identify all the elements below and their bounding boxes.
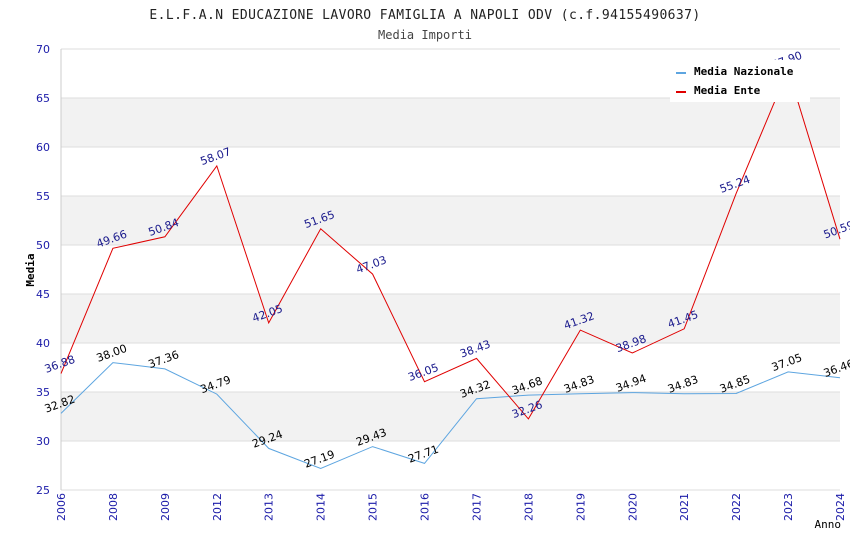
x-tick-label: 2023 bbox=[782, 493, 795, 521]
x-tick-label: 2024 bbox=[834, 493, 847, 521]
data-label: 27.71 bbox=[406, 443, 440, 466]
x-tick-label: 2016 bbox=[419, 493, 432, 521]
data-label: 38.00 bbox=[95, 342, 129, 365]
y-tick-label: 25 bbox=[36, 484, 50, 497]
grid-band bbox=[61, 294, 840, 343]
y-tick-label: 55 bbox=[36, 190, 50, 203]
y-axis-label: Media bbox=[24, 253, 37, 286]
x-tick-label: 2017 bbox=[470, 493, 483, 521]
y-tick-label: 35 bbox=[36, 386, 50, 399]
y-tick-label: 30 bbox=[36, 435, 50, 448]
data-label: 36.05 bbox=[406, 361, 440, 384]
chart-subtitle: Media Importi bbox=[378, 28, 472, 42]
data-label: 58.07 bbox=[199, 145, 233, 168]
legend-label-media-nazionale: Media Nazionale bbox=[694, 65, 794, 78]
x-tick-label: 2008 bbox=[107, 493, 120, 521]
legend: Media Nazionale Media Ente bbox=[670, 60, 810, 102]
y-tick-label: 70 bbox=[36, 43, 50, 56]
y-tick-label: 60 bbox=[36, 141, 50, 154]
y-tick-label: 40 bbox=[36, 337, 50, 350]
x-axis-label: Anno bbox=[815, 518, 842, 531]
y-tick-label: 65 bbox=[36, 92, 50, 105]
x-tick-label: 2015 bbox=[367, 493, 380, 521]
x-tick-label: 2018 bbox=[522, 493, 535, 521]
series-line-1 bbox=[60, 68, 841, 420]
data-label: 27.19 bbox=[302, 448, 336, 471]
x-tick-label: 2009 bbox=[159, 493, 172, 521]
data-label: 55.24 bbox=[718, 173, 752, 196]
grid-band bbox=[61, 392, 840, 441]
chart-title: E.L.F.A.N EDUCAZIONE LAVORO FAMIGLIA A N… bbox=[149, 8, 700, 23]
y-axis-ticks: 25 30 35 40 45 50 55 60 65 70 bbox=[36, 43, 50, 497]
x-axis-ticks: 2006 2008 2009 2012 2013 2014 2015 2016 2017 2018… bbox=[55, 493, 847, 521]
x-tick-label: 2006 bbox=[55, 493, 68, 521]
legend-box bbox=[670, 60, 810, 102]
x-tick-label: 2012 bbox=[211, 493, 224, 521]
grid-band bbox=[61, 196, 840, 245]
x-tick-label: 2013 bbox=[263, 493, 276, 521]
plot-background bbox=[60, 48, 840, 491]
data-label: 36.88 bbox=[43, 353, 77, 376]
x-tick-label: 2019 bbox=[574, 493, 587, 521]
x-tick-label: 2014 bbox=[315, 493, 328, 521]
series-lines bbox=[60, 68, 841, 470]
x-tick-label: 2021 bbox=[678, 493, 691, 521]
y-tick-label: 45 bbox=[36, 288, 50, 301]
legend-label-media-ente: Media Ente bbox=[694, 84, 761, 97]
data-label: 36.46 bbox=[822, 357, 850, 380]
x-tick-label: 2022 bbox=[730, 493, 743, 521]
data-label: 37.36 bbox=[147, 348, 181, 371]
data-label: 34.94 bbox=[614, 372, 648, 395]
data-label: 37.05 bbox=[770, 351, 804, 374]
y-tick-label: 50 bbox=[36, 239, 50, 252]
grid-band bbox=[61, 98, 840, 147]
x-tick-label: 2020 bbox=[626, 493, 639, 521]
series-line-0 bbox=[60, 362, 841, 470]
